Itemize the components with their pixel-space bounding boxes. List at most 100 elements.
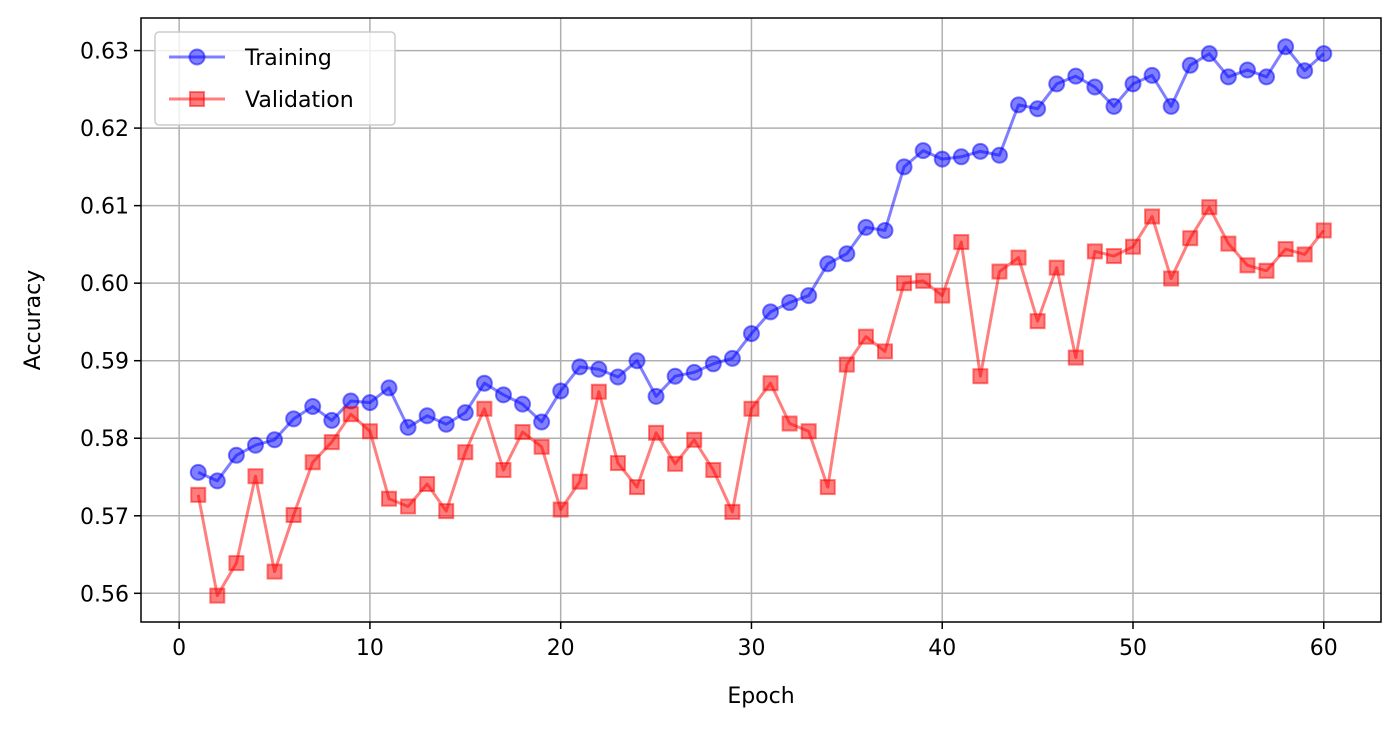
x-tick-label: 0 [172, 636, 186, 661]
validation-point [724, 503, 741, 520]
validation-point [323, 434, 340, 451]
training-point [723, 349, 741, 367]
training-point [456, 404, 474, 422]
validation-point [514, 424, 531, 441]
training-point [1277, 38, 1295, 56]
validation-point [1086, 243, 1103, 260]
validation-point [1010, 249, 1027, 266]
training-point [246, 436, 264, 454]
training-point [1258, 68, 1276, 86]
validation-point [419, 475, 436, 492]
validation-point [762, 375, 779, 392]
training-point [266, 431, 284, 449]
training-point [762, 303, 780, 321]
validation-point [1029, 313, 1046, 330]
validation-point [1163, 270, 1180, 287]
training-point [1315, 45, 1333, 63]
validation-point [648, 424, 665, 441]
training-point [1143, 66, 1161, 84]
x-axis-ticks: 0 10 20 30 40 50 60 [172, 622, 1338, 661]
training-point [1010, 96, 1028, 114]
validation-point [571, 473, 588, 490]
validation-point [1144, 208, 1161, 225]
validation-point [1105, 248, 1122, 265]
plot-frame [140, 17, 1382, 623]
validation-point [1048, 259, 1065, 276]
validation-point [819, 479, 836, 496]
training-point [952, 148, 970, 166]
training-point [1048, 75, 1066, 93]
training-point [1029, 100, 1047, 118]
training-point [1219, 68, 1237, 86]
validation-point [629, 479, 645, 496]
validation-point [1277, 241, 1294, 258]
training-point [189, 463, 207, 481]
training-point [323, 411, 341, 429]
training-point [285, 410, 303, 428]
training-point [990, 146, 1008, 164]
validation-point [667, 455, 684, 472]
training-point [1181, 56, 1199, 74]
training-point [475, 374, 493, 392]
legend-marker-training [188, 48, 206, 66]
y-tick-label: 0.58 [80, 427, 129, 452]
legend-label-training: Training [244, 46, 332, 71]
training-point [494, 386, 512, 404]
training-point [742, 325, 760, 343]
validation-point [838, 356, 855, 373]
validation-point [533, 438, 550, 455]
validation-point [342, 406, 359, 423]
validation-point [1201, 199, 1218, 216]
training-point [208, 472, 226, 490]
training-point [971, 142, 989, 160]
legend: Training Validation [154, 31, 396, 126]
validation-point [781, 415, 798, 432]
validation-point [934, 287, 951, 304]
validation-point [1296, 246, 1313, 263]
y-tick-label: 0.62 [80, 117, 129, 142]
training-point [647, 387, 665, 405]
y-axis-ticks: 0.56 0.57 0.58 0.59 0.60 0.61 0.62 0.63 [80, 40, 141, 607]
y-tick-label: 0.57 [80, 505, 129, 530]
validation-point [1258, 262, 1275, 279]
training-point [1162, 97, 1180, 115]
y-tick-label: 0.61 [80, 195, 129, 220]
validation-point [304, 454, 321, 471]
y-tick-label: 0.60 [80, 272, 129, 297]
training-point [380, 379, 398, 397]
training-point [666, 367, 684, 385]
training-point [1124, 75, 1142, 93]
training-point [1296, 62, 1314, 80]
training-point [876, 221, 894, 239]
training-point [418, 407, 436, 425]
training-point [590, 360, 608, 378]
training-point [227, 446, 245, 464]
legend-item-validation: Validation [169, 88, 354, 113]
training-point [914, 142, 932, 160]
validation-point [590, 383, 607, 400]
x-tick-label: 50 [1119, 636, 1147, 661]
validation-point [609, 455, 626, 472]
y-axis-label: Accuracy [21, 270, 46, 370]
y-tick-label: 0.59 [80, 350, 129, 375]
validation-point [915, 272, 932, 289]
training-point [685, 363, 703, 381]
x-tick-label: 30 [737, 636, 765, 661]
training-point [1105, 97, 1123, 115]
validation-point [1220, 235, 1237, 252]
validation-point [1239, 257, 1256, 274]
validation-point [400, 498, 417, 515]
training-point [628, 352, 646, 370]
validation-point [457, 444, 474, 461]
validation-point [686, 431, 703, 448]
training-point [304, 397, 322, 415]
training-point [800, 287, 818, 305]
validation-point [1067, 349, 1084, 366]
training-point [361, 394, 379, 412]
validation-point [857, 328, 874, 345]
training-point [933, 150, 951, 168]
legend-box [154, 31, 396, 126]
validation-point [1125, 238, 1141, 255]
training-point [1067, 67, 1085, 85]
